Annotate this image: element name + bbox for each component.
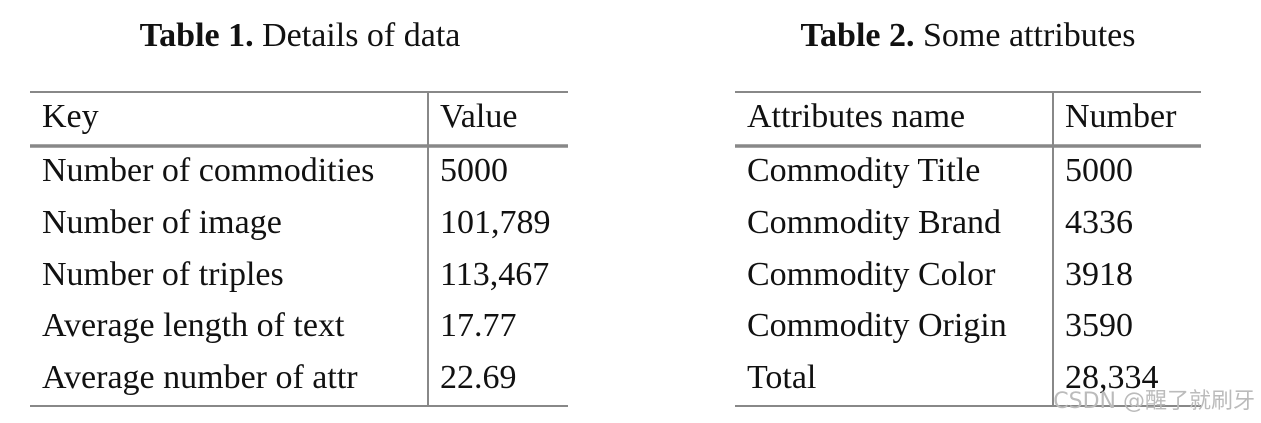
header-cell: Attributes name — [747, 98, 965, 135]
table-cell: Commodity Title — [747, 152, 980, 189]
table-cell: 3918 — [1065, 256, 1133, 293]
caption-text: Details of data — [262, 17, 460, 54]
table-cell: 5000 — [440, 152, 508, 189]
table-cell: Number of commodities — [42, 152, 374, 189]
header-cell: Number — [1065, 98, 1177, 135]
table-label: Table 1. — [140, 17, 254, 54]
table-cell: 17.77 — [440, 307, 517, 344]
caption-text: Some attributes — [923, 17, 1135, 54]
table-cell: Total — [747, 359, 816, 396]
header-cell: Value — [440, 98, 517, 135]
table-cell: 5000 — [1065, 152, 1133, 189]
table-cell: 3590 — [1065, 307, 1133, 344]
watermark: CSDN @醒了就刷牙 — [1053, 389, 1255, 414]
table-cell: Number of triples — [42, 256, 284, 293]
table-cell: Commodity Brand — [747, 204, 1001, 241]
table-label: Table 2. — [801, 17, 915, 54]
table-cell: Commodity Color — [747, 256, 996, 293]
table-cell: Average length of text — [42, 307, 345, 344]
table-cell: 28,334 — [1065, 359, 1159, 396]
table-caption: Table 2. Some attributes — [801, 17, 1136, 54]
header-cell: Key — [42, 98, 99, 135]
table-cell: 22.69 — [440, 359, 517, 396]
table-cell: Average number of attr — [42, 359, 358, 396]
table-cell: 4336 — [1065, 204, 1133, 241]
table-cell: Number of image — [42, 204, 282, 241]
table-cell: 101,789 — [440, 204, 551, 241]
table-cell: 113,467 — [440, 256, 549, 293]
table-cell: Commodity Origin — [747, 307, 1007, 344]
table-caption: Table 1. Details of data — [140, 17, 461, 54]
